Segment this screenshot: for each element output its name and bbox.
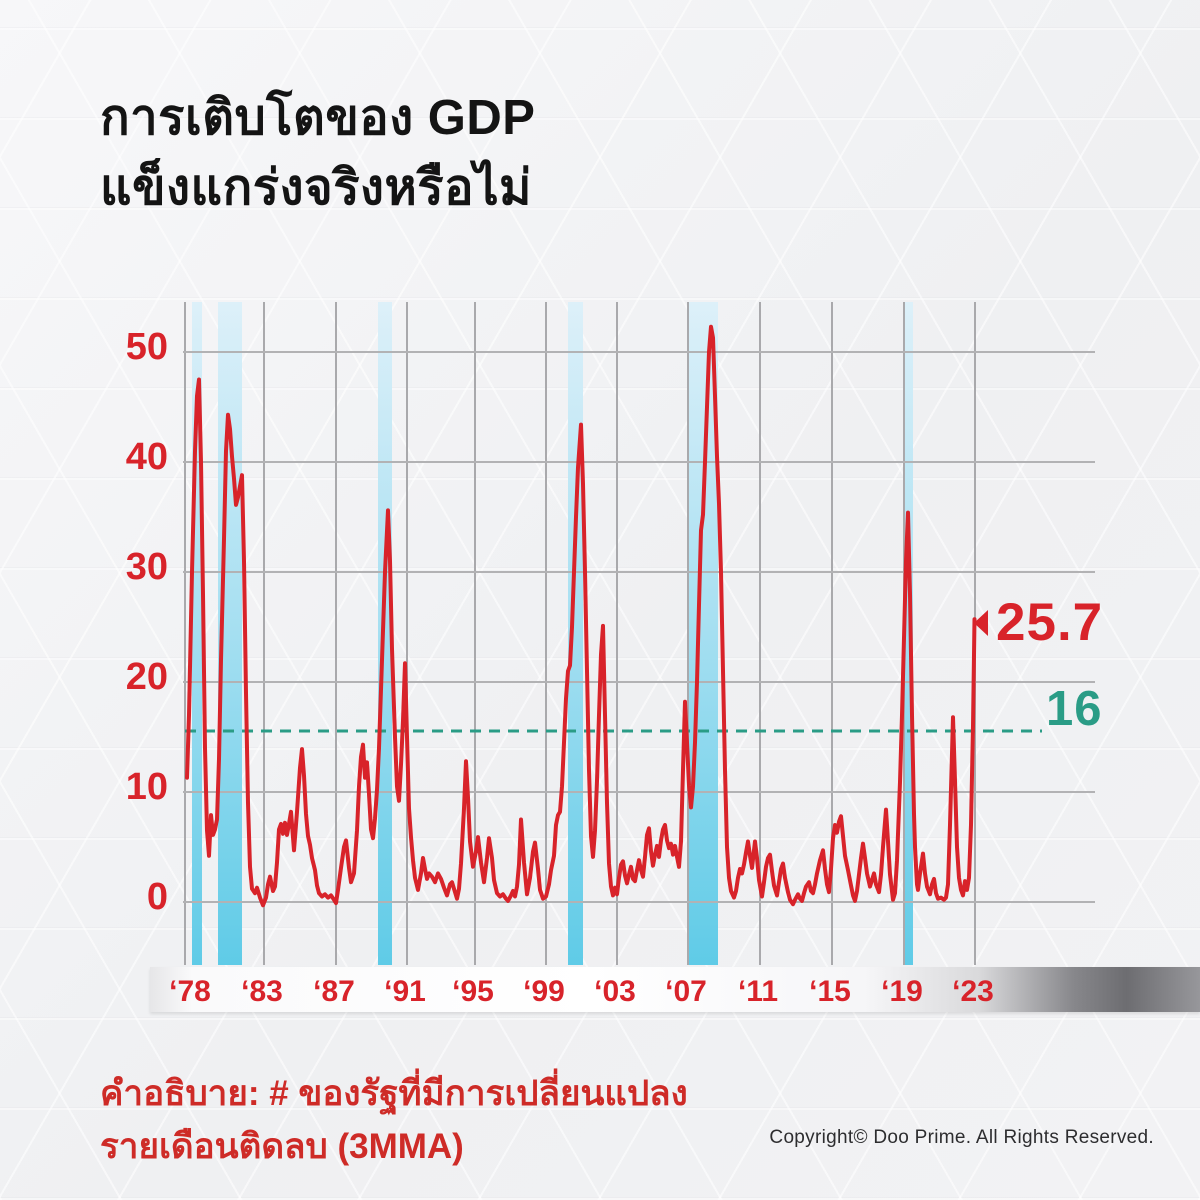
y-axis-label: 20: [125, 656, 168, 698]
y-axis-label: 50: [125, 326, 168, 368]
recession-band: [192, 302, 202, 965]
x-axis-label: ‘78: [169, 975, 211, 1008]
title-line-2: แข็งแกร่งจริงหรือไม่: [100, 160, 532, 215]
x-axis-label: ‘07: [665, 975, 707, 1008]
recession-band: [378, 302, 392, 965]
recession-band: [688, 302, 718, 965]
recession-band: [904, 302, 913, 965]
x-axis-label: ‘03: [594, 975, 636, 1008]
x-axis-label: ‘19: [881, 975, 923, 1008]
recession-bands: [192, 302, 913, 965]
end-arrow-icon: [974, 610, 988, 636]
series-line: [185, 324, 977, 908]
x-axis-label: ‘23: [952, 975, 994, 1008]
x-axis-bar: [150, 967, 1200, 1012]
x-axis-label: ‘91: [384, 975, 426, 1008]
vertical-gridlines: [184, 302, 976, 965]
page-title: การเติบโตของ GDP แข็งแกร่งจริงหรือไม่: [100, 84, 535, 223]
y-axis-label: 40: [125, 436, 168, 478]
x-axis-label: ‘87: [313, 975, 355, 1008]
y-axis-label: 0: [146, 876, 168, 918]
footnote-line-2: รายเดือนติดลบ (3MMA): [100, 1126, 464, 1166]
y-axis-label: 10: [125, 766, 168, 808]
horizontal-gridlines: [183, 351, 1095, 903]
x-axis-label: ‘15: [809, 975, 851, 1008]
copyright-text: Copyright© Doo Prime. All Rights Reserve…: [769, 1127, 1154, 1148]
y-axis-label: 30: [125, 546, 168, 588]
title-line-1: การเติบโตของ GDP: [100, 91, 536, 145]
x-axis-label: ‘95: [452, 975, 494, 1008]
reference-value-label: 16: [1046, 682, 1103, 736]
latest-value-label: 25.7: [996, 593, 1104, 652]
arrow-head-icon: [974, 610, 988, 636]
data-line: [185, 324, 977, 908]
x-axis-label: ‘11: [737, 975, 779, 1008]
x-axis-label: ‘99: [523, 975, 565, 1008]
footnote-line-1: คำอธิบาย: # ของรัฐที่มีการเปลี่ยนแปลง: [100, 1074, 688, 1113]
x-axis-label: ‘83: [241, 975, 283, 1008]
footnote: คำอธิบาย: # ของรัฐที่มีการเปลี่ยนแปลง รา…: [100, 1068, 688, 1173]
